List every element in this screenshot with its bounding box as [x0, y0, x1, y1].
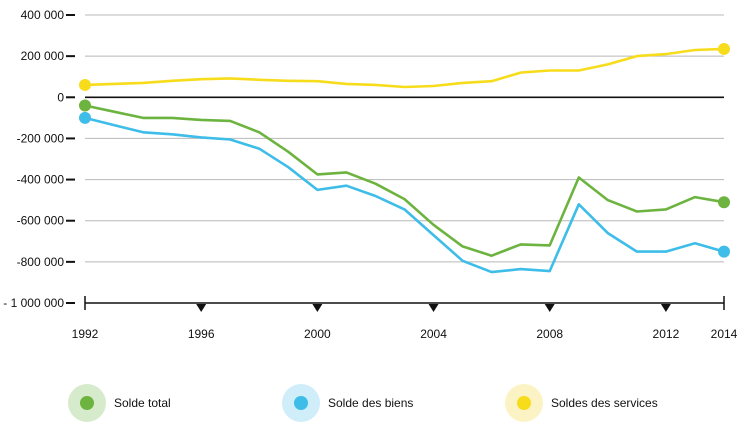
x-tick-marker	[196, 304, 207, 312]
legend-swatch-solde-total	[68, 384, 106, 422]
legend-item-soldes-des-services: Soldes des services	[505, 384, 658, 422]
series-endpoint-soldes-des-services	[718, 42, 730, 55]
x-tick-label: 1996	[188, 327, 215, 341]
series-endpoint-solde-total	[718, 196, 730, 209]
series-line-soldes-des-services	[83, 47, 726, 89]
series-endpoint-solde-des-biens	[79, 111, 91, 124]
y-tick-label: -800 000	[17, 255, 65, 269]
series-line-solde-total	[83, 104, 726, 257]
legend-swatch-soldes-des-services	[505, 384, 543, 422]
x-tick-label: 2000	[304, 327, 331, 341]
y-axis: 400 000 200 000 0 -200 000 -400 000 -600 000 -…	[3, 8, 75, 310]
x-tick-marker	[660, 304, 671, 312]
y-tick-label: - 1 000 000	[3, 296, 64, 310]
series-endpoint-solde-total	[79, 99, 91, 112]
series-lines	[79, 42, 730, 274]
y-tick-label: 0	[57, 90, 64, 104]
x-tick-label: 2014	[711, 327, 738, 341]
x-tick-label: 1992	[72, 327, 99, 341]
x-tick-label: 2004	[420, 327, 447, 341]
y-tick-label: 400 000	[21, 8, 65, 22]
x-tick-label: 2008	[536, 327, 563, 341]
legend-label: Soldes des services	[551, 396, 658, 410]
legend-label: Solde total	[114, 396, 171, 410]
legend-item-solde-des-biens: Solde des biens	[282, 384, 413, 422]
y-tick-label: -600 000	[17, 214, 65, 228]
x-tick-marker	[312, 304, 323, 312]
x-tick-marker	[428, 304, 439, 312]
legend-swatch-solde-des-biens	[282, 384, 320, 422]
y-tick-label: -200 000	[17, 131, 65, 145]
legend: Solde total Solde des biens Soldes des s…	[0, 384, 738, 424]
gridlines	[85, 14, 724, 304]
legend-item-solde-total: Solde total	[68, 384, 171, 422]
x-tick-label: 2012	[653, 327, 680, 341]
y-tick-label: -400 000	[17, 173, 65, 187]
series-endpoint-solde-des-biens	[718, 245, 730, 258]
series-line-solde-des-biens	[83, 116, 726, 274]
y-tick-label: 200 000	[21, 49, 65, 63]
x-axis: 1992 1996 2000 2004 2008 2012 2014	[72, 296, 738, 341]
series-endpoint-soldes-des-services	[79, 78, 91, 91]
x-tick-marker	[544, 304, 555, 312]
legend-label: Solde des biens	[328, 396, 414, 410]
line-chart: 400 000 200 000 0 -200 000 -400 000 -600 000 -…	[3, 8, 738, 341]
